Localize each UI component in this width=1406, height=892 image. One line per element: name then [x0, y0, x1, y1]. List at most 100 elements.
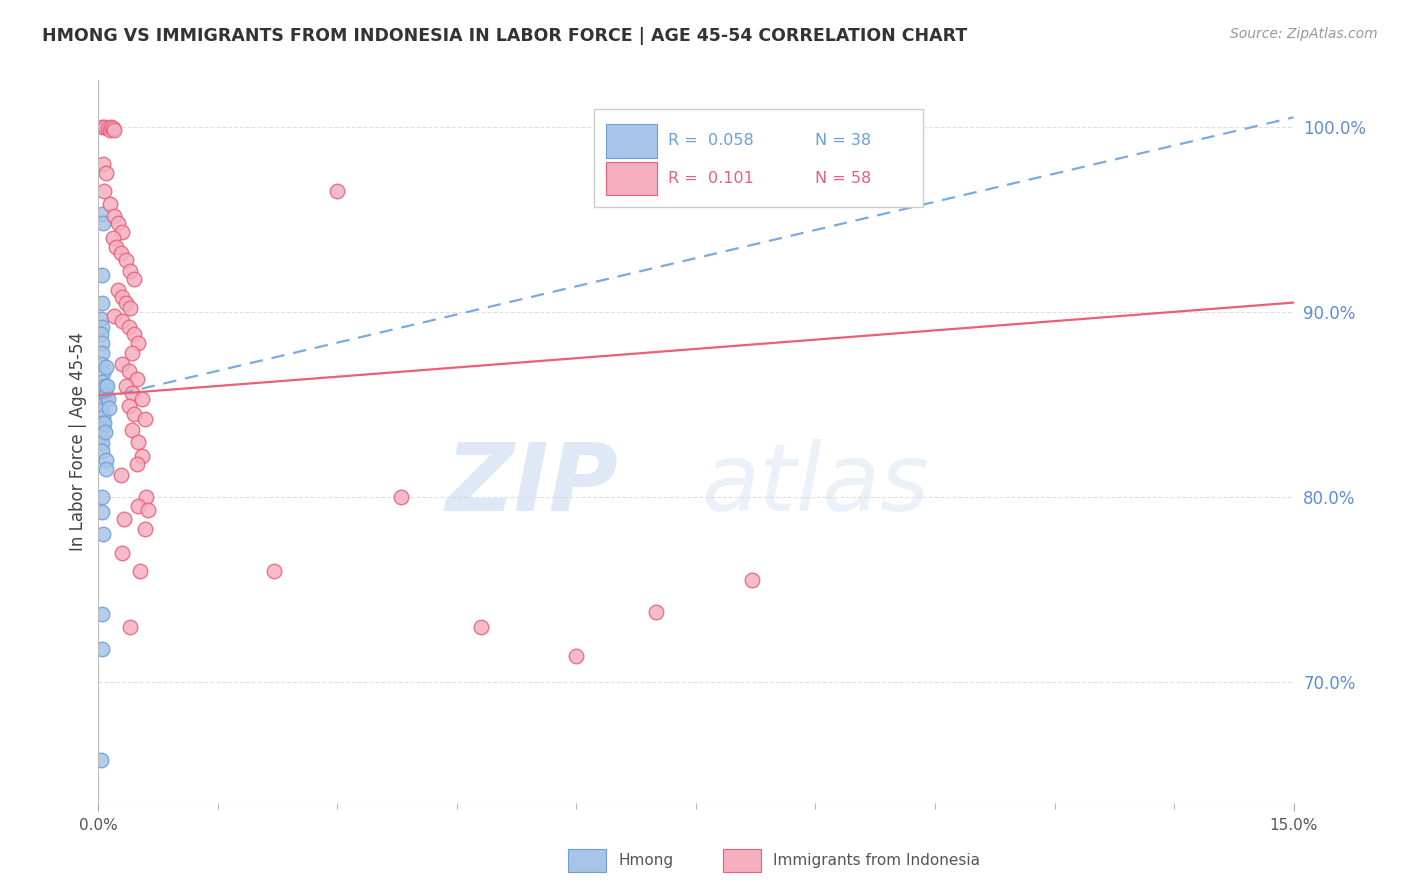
Point: [135, 490, 157, 504]
Point: [90, 357, 112, 371]
Point: [565, 649, 588, 664]
Point: [326, 185, 349, 199]
Y-axis label: In Labor Force | Age 45-54: In Labor Force | Age 45-54: [69, 332, 87, 551]
Point: [94, 388, 117, 402]
Point: [90, 319, 112, 334]
Point: [91, 436, 114, 450]
Point: [94, 379, 117, 393]
Text: R =  0.101: R = 0.101: [668, 171, 755, 186]
Point: [134, 412, 156, 426]
Point: [131, 392, 153, 406]
Point: [91, 416, 114, 430]
Point: [90, 383, 112, 397]
Point: [90, 753, 112, 767]
Point: [110, 245, 132, 260]
Point: [90, 443, 112, 458]
Point: [91, 120, 114, 134]
Point: [91, 607, 114, 621]
Text: Hmong: Hmong: [619, 854, 673, 868]
Point: [91, 527, 114, 541]
Point: [127, 434, 149, 449]
Point: [118, 364, 141, 378]
Point: [121, 345, 143, 359]
Point: [91, 410, 114, 425]
Point: [97, 401, 120, 416]
Point: [98, 197, 122, 211]
Point: [645, 605, 668, 619]
Point: [97, 121, 120, 136]
Point: [94, 120, 117, 134]
Point: [115, 252, 138, 267]
Point: [128, 564, 150, 578]
Point: [121, 386, 143, 401]
Point: [470, 620, 492, 634]
Point: [104, 240, 127, 254]
Point: [127, 500, 149, 514]
Point: [91, 156, 114, 170]
Point: [96, 360, 118, 375]
Point: [103, 209, 125, 223]
Point: [112, 512, 135, 526]
Point: [125, 371, 148, 385]
Text: Immigrants from Indonesia: Immigrants from Indonesia: [773, 854, 980, 868]
Point: [111, 357, 134, 371]
Point: [110, 467, 132, 482]
Point: [103, 309, 125, 323]
Text: Source: ZipAtlas.com: Source: ZipAtlas.com: [1230, 27, 1378, 41]
Point: [91, 376, 114, 390]
Point: [118, 319, 141, 334]
Point: [125, 457, 148, 471]
Point: [96, 379, 118, 393]
Point: [101, 231, 124, 245]
Point: [107, 216, 129, 230]
Point: [134, 522, 156, 536]
Point: [107, 283, 129, 297]
Point: [90, 429, 112, 443]
Point: [115, 295, 138, 310]
FancyBboxPatch shape: [595, 109, 922, 207]
Point: [91, 295, 114, 310]
Point: [98, 123, 121, 137]
Point: [90, 505, 112, 519]
Point: [90, 388, 112, 402]
Point: [101, 121, 124, 136]
Point: [96, 166, 118, 180]
Point: [90, 642, 112, 657]
Point: [91, 366, 114, 380]
Point: [100, 120, 122, 134]
Point: [121, 424, 143, 438]
Point: [91, 397, 114, 411]
Point: [91, 490, 114, 504]
Text: HMONG VS IMMIGRANTS FROM INDONESIA IN LABOR FORCE | AGE 45-54 CORRELATION CHART: HMONG VS IMMIGRANTS FROM INDONESIA IN LA…: [42, 27, 967, 45]
Point: [91, 336, 114, 351]
Text: ZIP: ZIP: [446, 439, 619, 531]
Point: [263, 564, 285, 578]
Point: [389, 490, 412, 504]
Point: [120, 301, 142, 315]
Point: [90, 403, 112, 417]
Point: [111, 290, 134, 304]
Point: [111, 314, 134, 328]
Point: [124, 407, 146, 421]
Point: [741, 574, 763, 588]
FancyBboxPatch shape: [606, 124, 657, 158]
Point: [136, 503, 159, 517]
Point: [97, 392, 120, 406]
Point: [90, 345, 112, 359]
Point: [93, 416, 115, 430]
Point: [91, 216, 114, 230]
Point: [124, 327, 146, 342]
Point: [96, 462, 118, 476]
Point: [94, 425, 117, 440]
Point: [120, 264, 142, 278]
Text: N = 58: N = 58: [815, 171, 872, 186]
FancyBboxPatch shape: [606, 162, 657, 195]
Point: [90, 312, 112, 326]
Point: [118, 400, 141, 414]
Point: [93, 185, 115, 199]
Text: atlas: atlas: [702, 440, 929, 531]
Point: [91, 207, 114, 221]
Point: [90, 327, 112, 342]
Text: N = 38: N = 38: [815, 134, 872, 148]
Point: [90, 268, 112, 282]
